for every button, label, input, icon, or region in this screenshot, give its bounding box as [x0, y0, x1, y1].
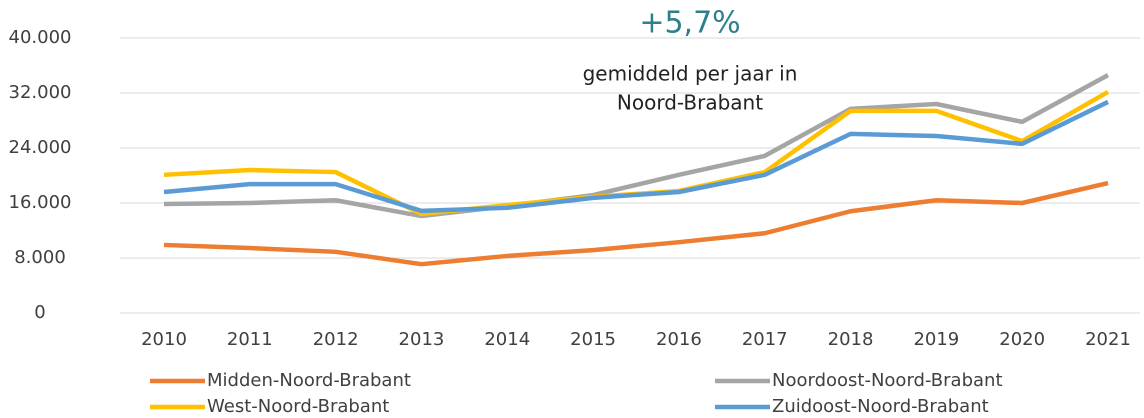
y-tick-label: 40.000 — [9, 27, 72, 48]
y-tick-label: 16.000 — [9, 192, 72, 213]
legend-label: Zuidoost-Noord-Brabant — [772, 396, 989, 417]
legend-label: Noordoost-Noord-Brabant — [772, 370, 1003, 391]
y-tick-label: 24.000 — [9, 137, 72, 158]
y-tick-label: 32.000 — [9, 82, 72, 103]
series-line — [163, 180, 1109, 267]
x-tick-label: 2018 — [828, 329, 874, 350]
x-tick-label: 2013 — [399, 329, 445, 350]
x-tick-label: 2017 — [742, 329, 788, 350]
series-line — [163, 73, 1110, 219]
x-tick-label: 2014 — [484, 329, 530, 350]
x-tick-label: 2011 — [227, 329, 273, 350]
x-tick-label: 2019 — [913, 329, 959, 350]
annotation-text: Noord-Brabant — [617, 91, 763, 115]
x-tick-label: 2012 — [313, 329, 359, 350]
legend-label: West-Noord-Brabant — [207, 396, 389, 417]
y-tick-label: 0 — [34, 302, 45, 323]
x-tick-label: 2010 — [141, 329, 187, 350]
x-tick-label: 2020 — [999, 329, 1045, 350]
annotation-headline: +5,7% — [639, 6, 740, 41]
series-line — [163, 99, 1109, 214]
y-tick-label: 8.000 — [14, 247, 66, 268]
x-tick-label: 2016 — [656, 329, 702, 350]
annotation-text: gemiddeld per jaar in — [583, 62, 798, 86]
legend-label: Midden-Noord-Brabant — [207, 370, 411, 391]
x-tick-label: 2015 — [570, 329, 616, 350]
x-tick-label: 2021 — [1085, 329, 1131, 350]
